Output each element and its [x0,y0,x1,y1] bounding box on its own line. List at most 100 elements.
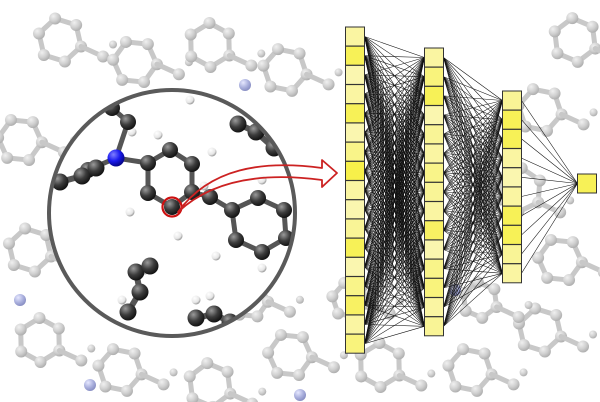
background-atom [186,392,199,402]
network-edge [364,57,425,267]
network-edge [521,138,578,184]
hidden-layer-2-node [502,167,522,188]
background-atom [533,174,546,187]
input-layer-node [345,141,365,162]
carbon-atom [127,263,145,281]
network-edge [443,100,503,327]
background-atom [107,343,120,356]
background-atom [554,206,567,219]
background-atom [157,378,170,391]
network-edge [364,306,425,344]
background-atom [203,17,216,30]
carbon-atom [229,115,247,133]
background-atom [293,369,306,382]
carbon-atom [73,167,91,185]
network-edge [364,57,425,344]
background-atom [99,380,112,393]
hydrogen-atom [125,207,135,217]
network-edge [521,157,578,184]
carbon-atom [131,283,149,301]
background-atom [293,47,306,60]
network-edge [364,57,425,191]
carbon-atom [205,305,223,323]
hidden-layer-2-node [502,90,522,111]
background-atom [34,355,47,368]
network-edge [521,183,578,236]
background-atom [577,340,590,353]
hydrogen-atom [153,130,163,140]
input-layer-node [345,199,365,220]
network-edge [364,76,425,344]
background-atom [141,38,154,51]
network-edge [364,57,425,76]
carbon-atom [184,184,200,200]
network-edge [521,100,578,184]
network-edge [443,100,503,288]
input-layer-node [345,122,365,143]
input-layer-node [345,84,365,105]
background-atom [392,347,405,360]
network-edge [364,95,425,344]
network-nodes [345,26,597,354]
background-atom [185,50,198,63]
background-atom [128,347,141,360]
background-atom [532,251,545,264]
background-atom [459,304,472,317]
background-atom [183,370,196,383]
hidden-layer-1-node [424,220,444,241]
input-layer-node [345,45,365,66]
background-atom [541,271,554,284]
network-edge [364,57,425,287]
network-edge [443,76,503,101]
hidden-layer-2-node [502,244,522,265]
hidden-layer-2-node [502,263,522,284]
hidden-layer-2-node [502,148,522,169]
network-edge [443,100,503,193]
input-layer-node [345,314,365,335]
magnifier [47,88,297,338]
network-edge [364,287,425,344]
background-atom [184,28,197,41]
input-layer-node [345,218,365,239]
carbon-atom [224,202,240,218]
hidden-layer-2-node [502,224,522,245]
background-atom [92,359,105,372]
background-atom [274,328,287,341]
network-edge [521,183,578,216]
network-edge [364,134,425,344]
network-edge [443,234,503,327]
background-atom [374,380,387,393]
background-atom [550,309,563,322]
background-hydrogen [427,369,436,378]
neural-network [345,26,597,354]
network-edge [364,230,425,344]
background-atom [120,384,133,397]
background-atom [544,233,557,246]
magnifier-ring [47,88,297,338]
background-atom [571,55,584,68]
background-atom [586,20,599,33]
network-edge [443,253,503,327]
background-atom [272,43,285,56]
background-atom [597,267,600,277]
background-atom [355,370,368,383]
network-edge [521,183,578,197]
background-atom [15,345,28,358]
background-atom [296,331,309,344]
network-edge [364,172,425,344]
background-atom [264,80,277,93]
hidden-layer-2-node [502,128,522,149]
hydrogen-atom [211,251,221,261]
network-edge [364,57,425,306]
background-atom [97,50,110,63]
background-atom [257,59,270,72]
network-edge [443,100,503,116]
network-edge [364,36,425,58]
background-atom [0,132,5,144]
carbon-atom [120,114,136,130]
network-edge [443,100,503,231]
network-edge [521,119,578,184]
background-atom [138,76,151,89]
network-edge [443,273,503,327]
background-atom [540,124,553,137]
